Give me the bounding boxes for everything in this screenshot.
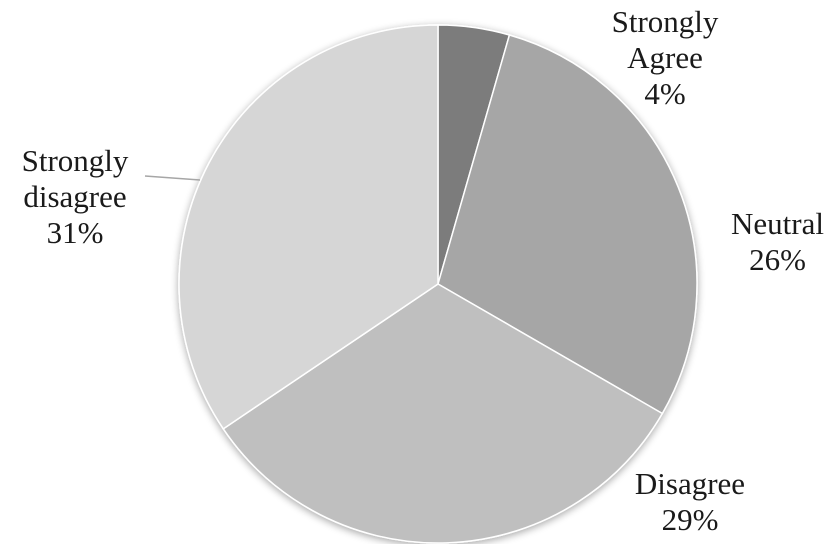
slice-label-line: Disagree	[634, 466, 746, 501]
pie-slice-disagree	[222, 283, 664, 544]
slice-percent-label: 26%	[749, 242, 806, 277]
slice-label-line: Agree	[627, 40, 703, 75]
leader-line-strongly-disagree	[144, 175, 201, 181]
pie-slice-neutral	[437, 34, 698, 415]
slice-label-line: Strongly	[611, 4, 719, 39]
pie-slice-strongly-disagree	[178, 24, 439, 430]
slice-label-line: Strongly	[21, 143, 129, 178]
slice-label-line: Neutral	[731, 206, 824, 241]
slice-percent-label: 31%	[46, 215, 104, 250]
slice-percent-label: 29%	[661, 502, 719, 537]
slice-label-neutral: Neutral 26%	[715, 206, 840, 278]
slice-label-disagree: Disagree 29%	[610, 466, 770, 538]
pie-slices	[178, 24, 698, 544]
slice-label-strongly-disagree: Strongly disagree 31%	[0, 143, 150, 251]
slice-label-strongly-agree: Strongly Agree 4%	[590, 4, 740, 112]
slice-percent-label: 4%	[644, 76, 686, 111]
slice-label-line: disagree	[23, 179, 127, 214]
